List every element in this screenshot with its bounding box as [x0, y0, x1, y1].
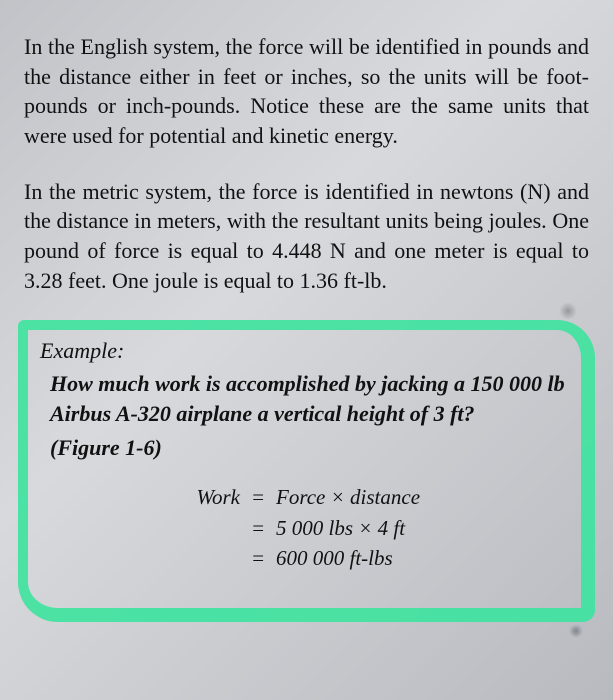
- work-rhs: 5 000 lbs × 4 ft: [268, 513, 405, 543]
- work-calculation: Work = Force × distance = 5 000 lbs × 4 …: [170, 482, 573, 573]
- work-eq: =: [248, 482, 268, 512]
- work-row: = 5 000 lbs × 4 ft: [170, 513, 573, 543]
- work-rhs: Force × distance: [268, 482, 420, 512]
- work-eq: =: [248, 543, 268, 573]
- work-rhs: 600 000 ft-lbs: [268, 543, 393, 573]
- work-row: Work = Force × distance: [170, 482, 573, 512]
- example-figure-ref: (Figure 1-6): [50, 433, 573, 463]
- example-question: How much work is accomplished by jacking…: [50, 369, 573, 428]
- paragraph-metric-system: In the metric system, the force is ident…: [24, 177, 589, 296]
- work-lhs: Work: [170, 482, 248, 512]
- example-title: Example:: [40, 336, 573, 366]
- smudge-mark: [559, 302, 577, 320]
- dot-mark: [569, 624, 583, 638]
- page-content: In the English system, the force will be…: [0, 0, 613, 622]
- work-eq: =: [248, 513, 268, 543]
- example-box: Example: How much work is accomplished b…: [24, 322, 589, 602]
- work-row: = 600 000 ft-lbs: [170, 543, 573, 573]
- paragraph-english-system: In the English system, the force will be…: [24, 32, 589, 151]
- work-lhs: [170, 513, 248, 543]
- work-lhs: [170, 543, 248, 573]
